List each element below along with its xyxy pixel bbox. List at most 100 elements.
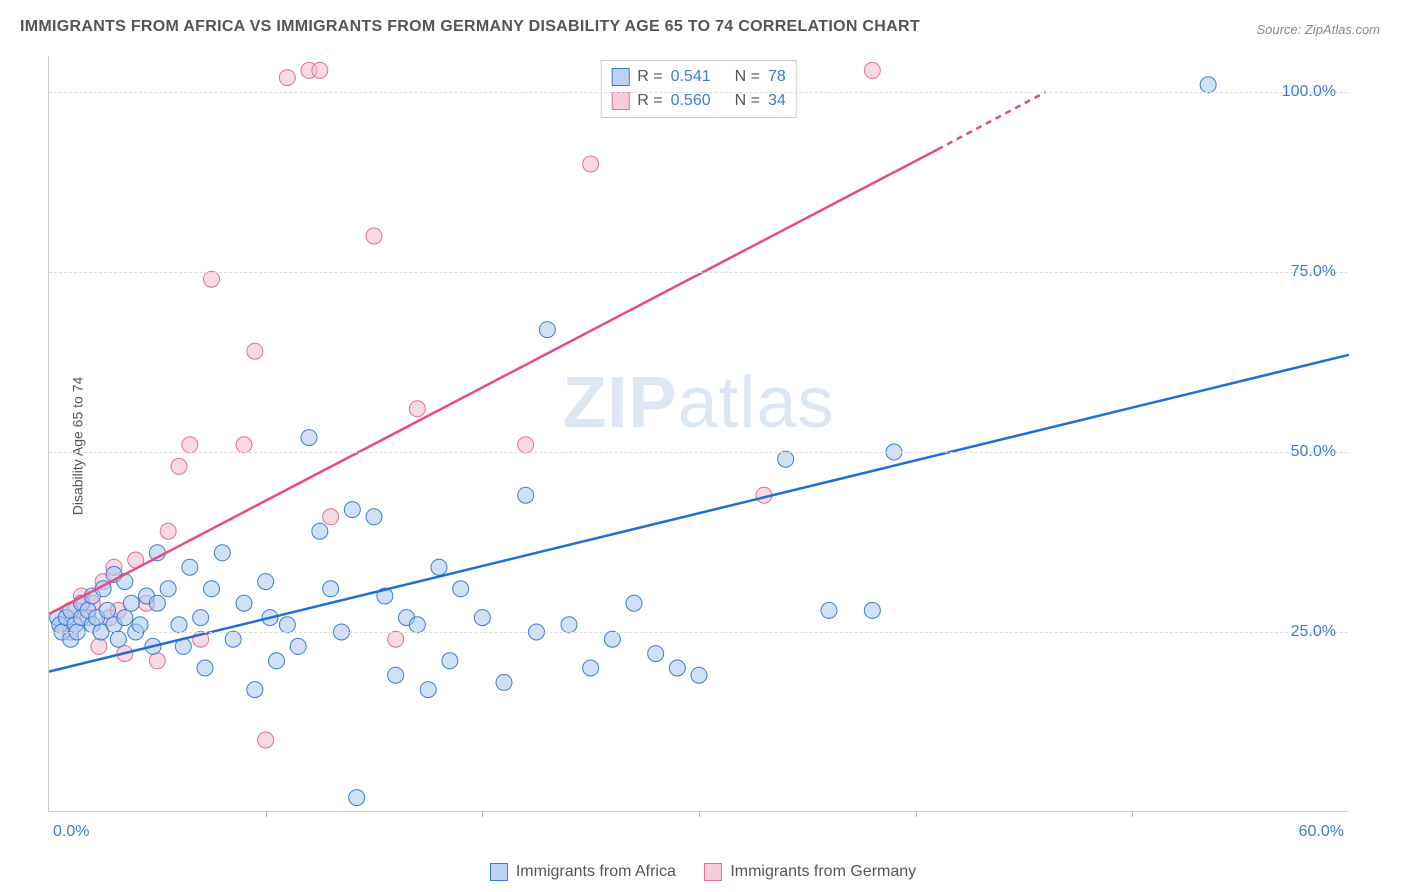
data-point [409, 401, 425, 417]
data-point [247, 682, 263, 698]
data-point [323, 509, 339, 525]
y-tick-label: 50.0% [1291, 443, 1336, 461]
data-point [225, 631, 241, 647]
data-point [442, 653, 458, 669]
swatch-africa [611, 68, 629, 86]
data-point [864, 62, 880, 78]
data-point [149, 595, 165, 611]
data-point [518, 487, 534, 503]
data-point [323, 581, 339, 597]
data-point [258, 574, 274, 590]
data-point [236, 595, 252, 611]
gridline [49, 452, 1348, 453]
data-point [366, 509, 382, 525]
legend-item-africa: Immigrants from Africa [490, 863, 676, 881]
scatter-svg [49, 56, 1348, 811]
data-point [821, 602, 837, 618]
data-point [349, 790, 365, 806]
r-value-africa: 0.541 [671, 65, 711, 89]
data-point [604, 631, 620, 647]
gridline [49, 272, 1348, 273]
data-point [409, 617, 425, 633]
legend-item-germany: Immigrants from Germany [704, 863, 916, 881]
x-tick [916, 811, 917, 817]
data-point [388, 631, 404, 647]
data-point [269, 653, 285, 669]
data-point [171, 458, 187, 474]
data-point [160, 523, 176, 539]
data-point [279, 617, 295, 633]
data-point [123, 595, 139, 611]
x-tick [1132, 811, 1133, 817]
plot-area: ZIPatlas R = 0.541 N = 78 R = 0.560 N = … [48, 56, 1348, 812]
data-point [583, 156, 599, 172]
data-point [344, 502, 360, 518]
y-tick-label: 100.0% [1282, 83, 1336, 101]
data-point [388, 667, 404, 683]
data-point [132, 617, 148, 633]
gridline [49, 92, 1348, 93]
data-point [214, 545, 230, 561]
data-point [366, 228, 382, 244]
swatch-germany [611, 92, 629, 110]
legend-label-germany: Immigrants from Germany [730, 863, 916, 881]
data-point [778, 451, 794, 467]
legend-series: Immigrants from Africa Immigrants from G… [0, 863, 1406, 886]
data-point [204, 271, 220, 287]
swatch-africa [490, 863, 508, 881]
data-point [518, 437, 534, 453]
data-point [91, 638, 107, 654]
data-point [197, 660, 213, 676]
data-point [312, 523, 328, 539]
data-point [583, 660, 599, 676]
data-point [290, 638, 306, 654]
legend-label-africa: Immigrants from Africa [516, 863, 676, 881]
swatch-germany [704, 863, 722, 881]
data-point [561, 617, 577, 633]
n-value-africa: 78 [768, 65, 786, 89]
x-tick-label: 0.0% [53, 823, 89, 841]
trend-line-extrapolated [937, 92, 1045, 150]
data-point [420, 682, 436, 698]
data-point [100, 602, 116, 618]
x-tick-label: 60.0% [1299, 823, 1344, 841]
data-point [149, 653, 165, 669]
legend-correlation: R = 0.541 N = 78 R = 0.560 N = 34 [600, 60, 797, 118]
y-tick-label: 75.0% [1291, 263, 1336, 281]
data-point [247, 343, 263, 359]
r-label: R = [637, 65, 662, 89]
x-tick [699, 811, 700, 817]
data-point [669, 660, 685, 676]
chart-title: IMMIGRANTS FROM AFRICA VS IMMIGRANTS FRO… [20, 18, 920, 36]
data-point [182, 437, 198, 453]
data-point [117, 610, 133, 626]
data-point [301, 430, 317, 446]
legend-row-africa: R = 0.541 N = 78 [611, 65, 786, 89]
data-point [193, 610, 209, 626]
data-point [431, 559, 447, 575]
data-point [182, 559, 198, 575]
data-point [864, 602, 880, 618]
trend-line [49, 150, 937, 614]
gridline [49, 632, 1348, 633]
x-tick [266, 811, 267, 817]
data-point [204, 581, 220, 597]
data-point [279, 70, 295, 86]
data-point [258, 732, 274, 748]
data-point [160, 581, 176, 597]
data-point [626, 595, 642, 611]
data-point [648, 646, 664, 662]
data-point [312, 62, 328, 78]
data-point [539, 322, 555, 338]
data-point [496, 674, 512, 690]
n-label: N = [735, 65, 760, 89]
source-attribution: Source: ZipAtlas.com [1256, 22, 1380, 37]
x-tick [482, 811, 483, 817]
y-tick-label: 25.0% [1291, 623, 1336, 641]
data-point [453, 581, 469, 597]
data-point [236, 437, 252, 453]
data-point [110, 631, 126, 647]
data-point [171, 617, 187, 633]
data-point [1200, 77, 1216, 93]
data-point [691, 667, 707, 683]
